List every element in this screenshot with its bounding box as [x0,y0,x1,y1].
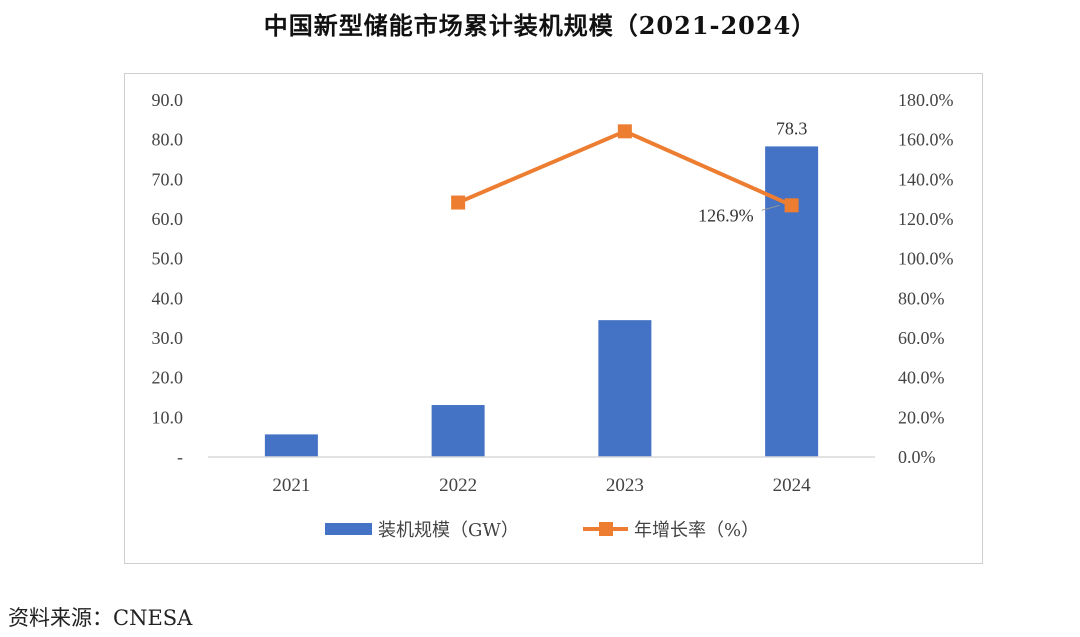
bar-2021 [264,434,318,457]
legend-line-marker [599,522,613,536]
x-axis-category-label: 2022 [439,475,477,496]
line-data-label: 126.9% [698,205,754,225]
left-axis-tick-label: 60.0 [152,209,184,229]
source-note: 资料来源：CNESA [8,606,193,630]
left-axis-tick-label: 50.0 [152,249,184,269]
left-axis-tick-label: 80.0 [152,130,184,150]
right-axis-tick-label: 20.0% [898,407,945,427]
right-axis-tick-label: 180.0% [898,90,954,110]
bar-2022 [431,405,485,457]
bar-data-label: 78.3 [776,118,808,138]
right-axis-tick-label: 100.0% [898,249,954,269]
bar-2023 [598,320,652,457]
right-axis-tick-label: 0.0% [898,447,936,467]
right-axis-tick-label: 80.0% [898,288,945,308]
right-axis-tick-label: 60.0% [898,328,945,348]
growth-rate-marker-2022 [451,195,466,210]
right-axis-tick-label: 40.0% [898,368,945,388]
legend-bar-swatch [325,523,372,535]
growth-rate-marker-2023 [617,124,632,139]
growth-rate-line [457,129,793,208]
left-axis-tick-label: 90.0 [152,90,184,110]
bar-2024 [765,146,819,457]
legend-bar-label: 装机规模（GW） [378,520,519,541]
right-axis-tick-label: 120.0% [898,209,954,229]
right-axis-tick-label: 160.0% [898,130,954,150]
left-axis-tick-label: 70.0 [152,169,184,189]
left-axis-tick-label: 40.0 [152,288,184,308]
left-axis-tick-label: 10.0 [152,407,184,427]
x-axis-category-label: 2021 [272,475,310,496]
left-axis-tick-label: 20.0 [152,368,184,388]
data-label-leader-line [761,204,780,211]
growth-rate-marker-2024 [784,198,799,213]
chart-frame [124,73,983,564]
right-axis-tick-label: 140.0% [898,169,954,189]
legend-line-label: 年增长率（%） [634,520,759,541]
x-axis-category-label: 2024 [773,475,812,496]
chart-title: 中国新型储能市场累计装机规模（2021-2024） [263,11,817,40]
x-axis-category-label: 2023 [606,475,644,496]
left-axis-tick-label: - [177,447,183,467]
left-axis-tick-label: 30.0 [152,328,184,348]
